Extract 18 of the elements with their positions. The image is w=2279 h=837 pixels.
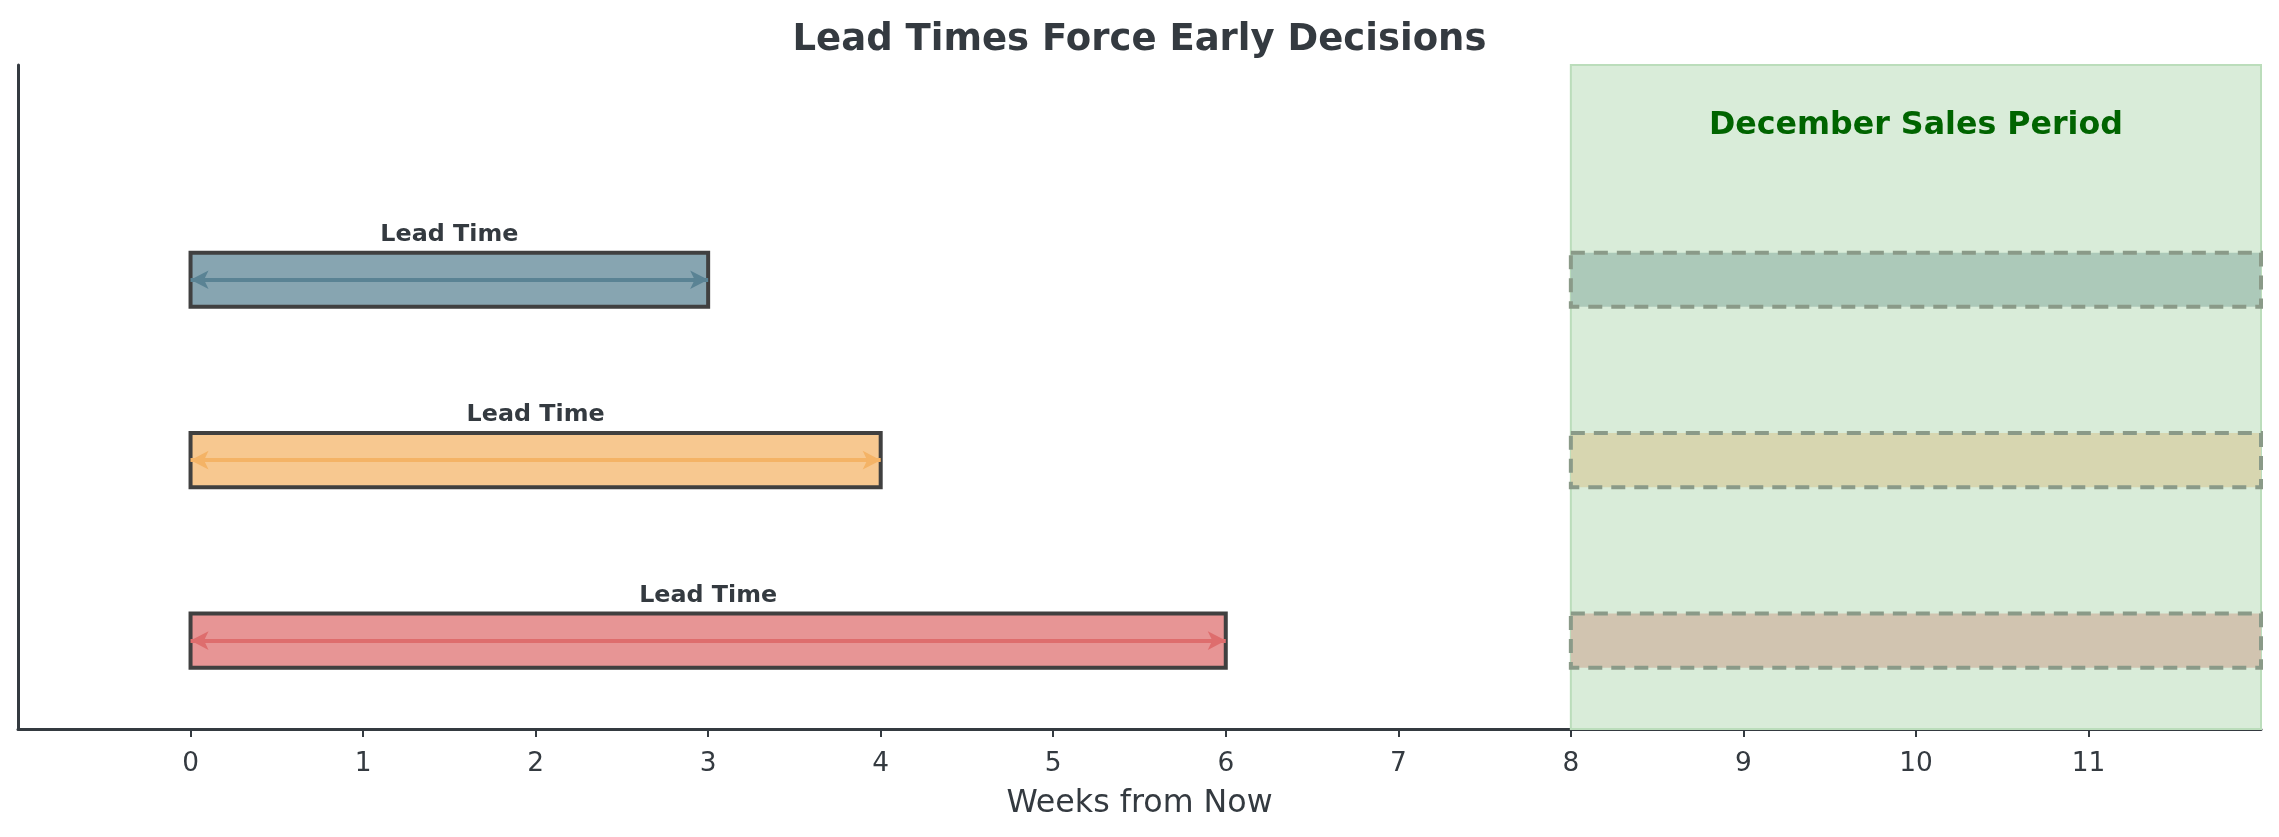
x-tick-label: 10 <box>1899 745 1933 777</box>
x-tick-label: 4 <box>872 745 890 777</box>
x-tick-label: 0 <box>182 745 199 777</box>
chart-title: Lead Times Force Early Decisions <box>792 16 1487 59</box>
data-label: Lead Time <box>466 399 605 428</box>
x-tick-label: 2 <box>527 745 545 777</box>
x-tick-label: 5 <box>1044 745 1062 777</box>
x-tick-label: 3 <box>699 745 717 777</box>
data-label: Lead Time <box>639 579 778 608</box>
data-label: Lead Time <box>380 218 519 247</box>
x-tick-label: 7 <box>1389 745 1407 777</box>
x-tick-label: 9 <box>1734 745 1752 777</box>
x-axis-title: Weeks from Now <box>1006 783 1273 819</box>
x-tick-label: 8 <box>1562 745 1580 777</box>
x-tick-label: 1 <box>354 745 372 777</box>
x-tick-label: 11 <box>2071 745 2106 777</box>
x-tick-label: 6 <box>1217 745 1235 777</box>
band-label: December Sales Period <box>1708 105 2123 141</box>
